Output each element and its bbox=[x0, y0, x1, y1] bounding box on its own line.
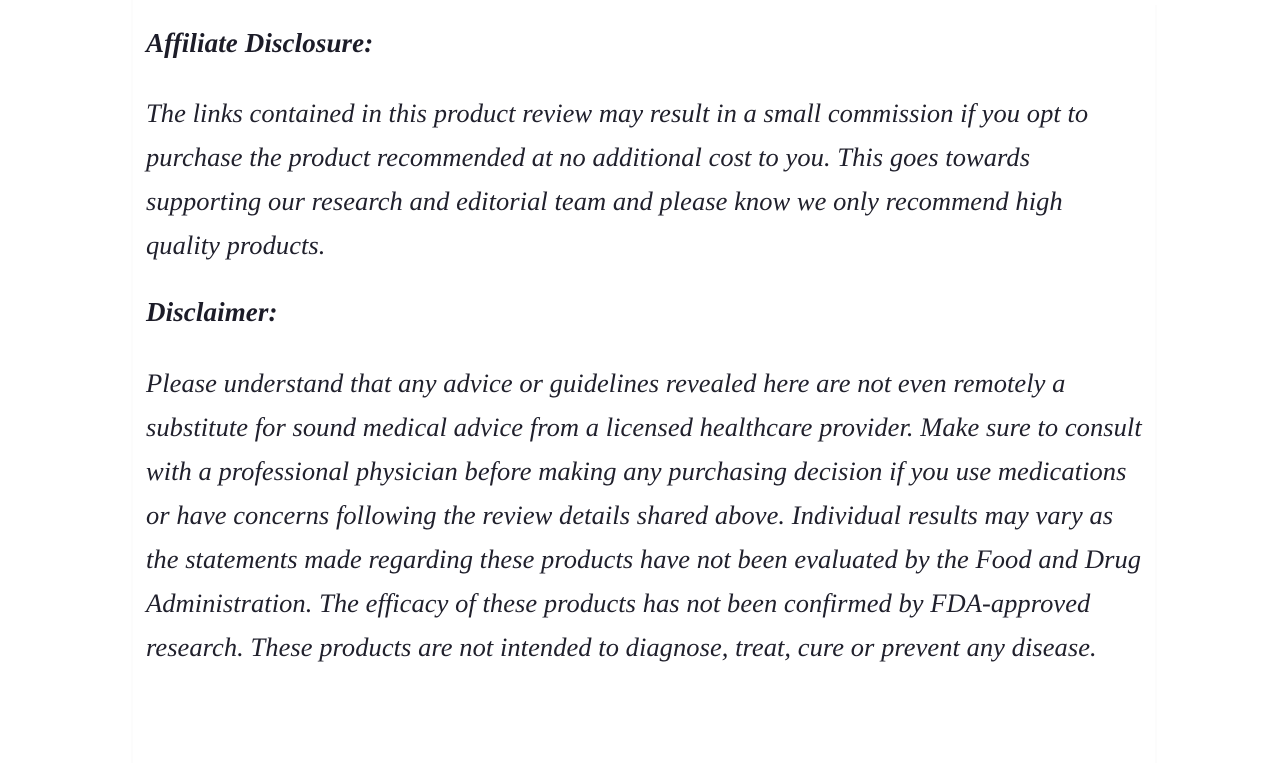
content-column-right-rule bbox=[1155, 5, 1157, 763]
affiliate-disclosure-heading: Affiliate Disclosure: bbox=[146, 28, 374, 58]
article-content: Affiliate Disclosure: The links containe… bbox=[133, 0, 1155, 763]
disclaimer-heading: Disclaimer: bbox=[146, 297, 278, 327]
affiliate-disclosure-paragraph: The links contained in this product revi… bbox=[146, 98, 1089, 260]
disclaimer-paragraph: Please understand that any advice or gui… bbox=[146, 368, 1142, 662]
